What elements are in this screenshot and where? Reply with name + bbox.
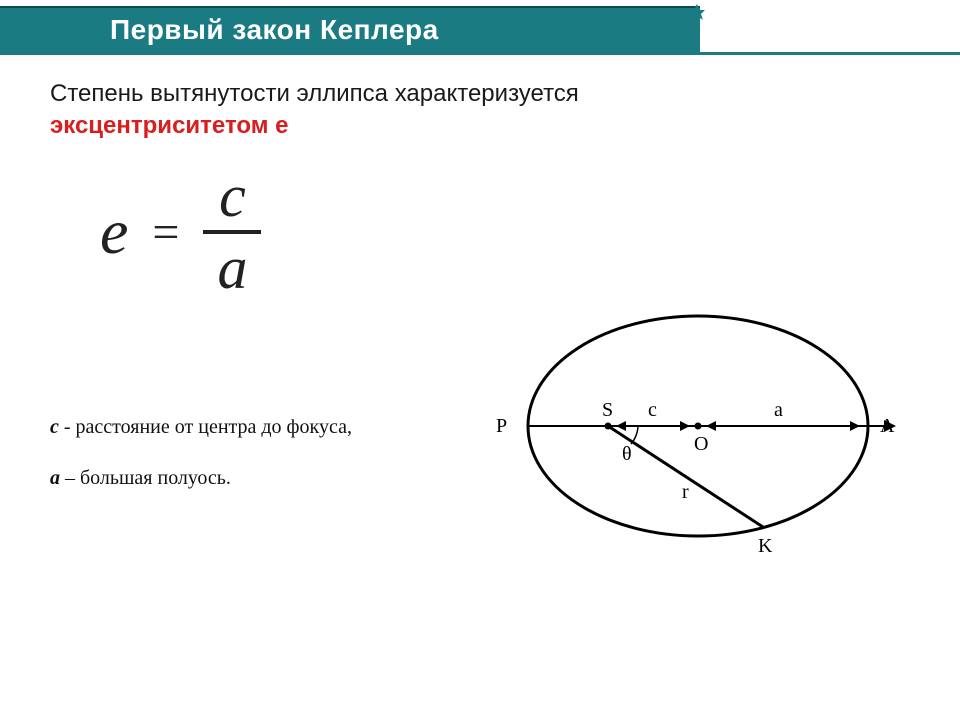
label-P: P (496, 415, 507, 437)
definitions-block: c - расстояние от центра до фокуса, a – … (50, 416, 352, 518)
label-r: r (682, 481, 689, 503)
c-arrow-right-icon (680, 421, 690, 431)
a-arrow-right-icon (850, 421, 860, 431)
eccentricity-formula: e = c a (100, 166, 261, 298)
symbol-a: a (50, 467, 60, 489)
label-A: A (880, 415, 895, 437)
formula-denominator: a (203, 238, 261, 298)
c-arrow-left-icon (616, 421, 626, 431)
header-bar: Первый закон Кеплера (0, 6, 700, 52)
slide-title: Первый закон Кеплера (110, 14, 439, 46)
formula-lhs: e (100, 195, 128, 269)
label-c: c (648, 399, 657, 421)
label-theta: θ (622, 443, 632, 465)
formula-equals: = (152, 205, 179, 260)
intro-line-1: Степень вытянутости эллипса характеризуе… (50, 80, 920, 108)
a-arrow-left-icon (706, 421, 716, 431)
label-K: K (758, 535, 773, 557)
radius-vector (608, 426, 763, 527)
definition-a: a – большая полуось. (50, 467, 352, 490)
formula-numerator: c (205, 166, 260, 226)
ellipse-diagram: P A S O c a θ r K (478, 276, 918, 596)
text-c: - расстояние от центра до фокуса, (59, 416, 352, 438)
label-O: O (694, 433, 708, 455)
center-point (695, 423, 702, 430)
text-a: – большая полуось. (60, 467, 231, 489)
header-underline (0, 52, 960, 55)
slide-body: Степень вытянутости эллипса характеризуе… (0, 56, 960, 140)
intro-line-2: эксцентриситетом е (50, 112, 920, 140)
fraction-bar (203, 230, 261, 234)
label-a: a (774, 399, 783, 421)
definition-c: c - расстояние от центра до фокуса, (50, 416, 352, 439)
slide-header: Первый закон Кеплера (0, 0, 960, 56)
symbol-c: c (50, 416, 59, 438)
label-S: S (602, 399, 613, 421)
formula-fraction: c a (203, 166, 261, 298)
